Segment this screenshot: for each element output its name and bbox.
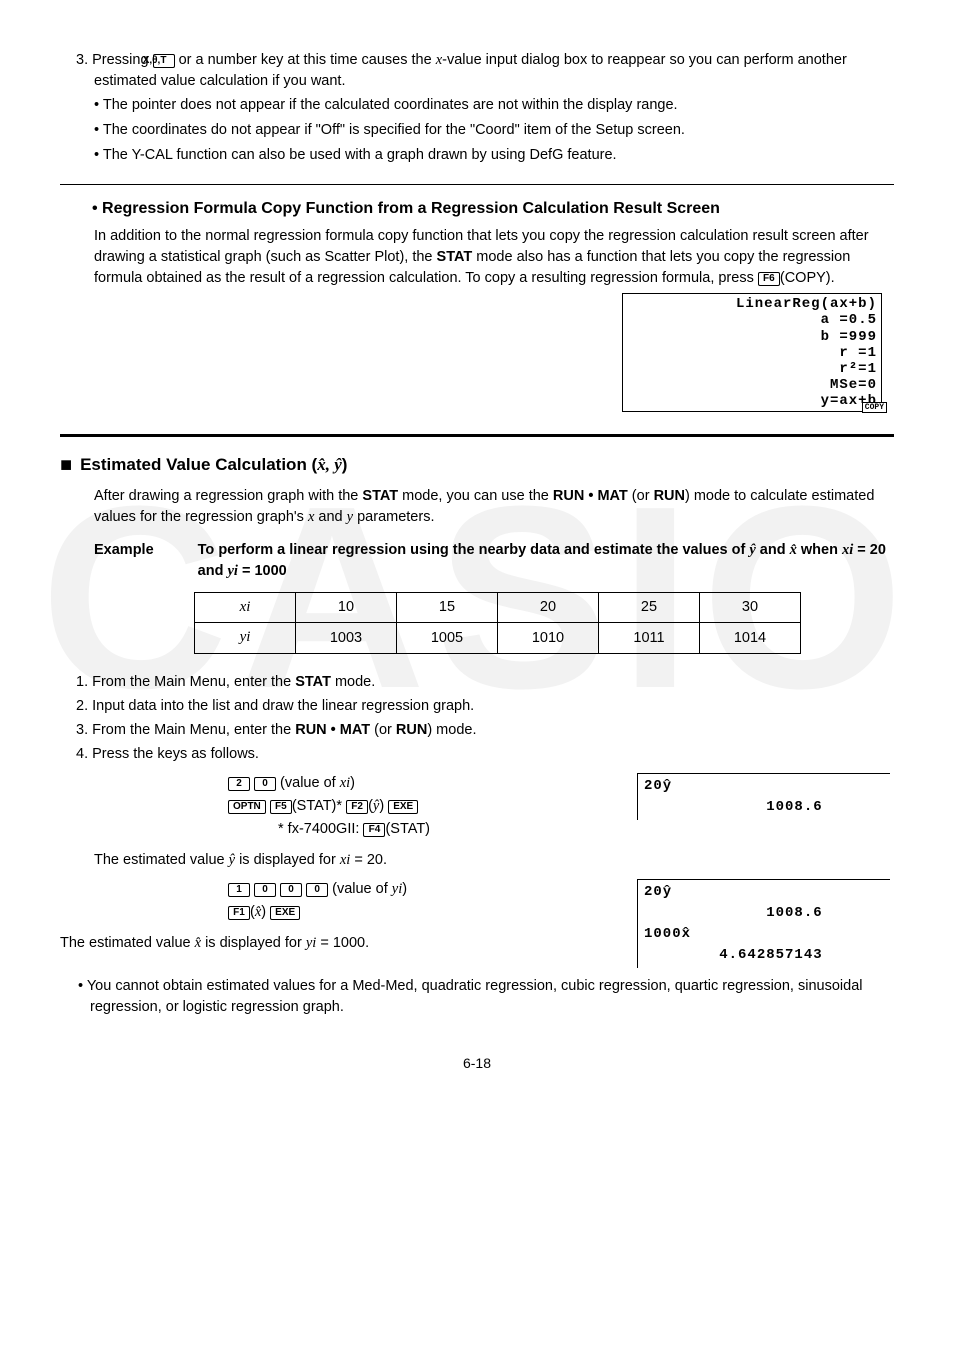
result-screen-2: 20ŷ 1008.6 1000x̂ 4.642857143	[637, 879, 890, 968]
keyseq-5: F1(x̂) EXE	[228, 902, 610, 923]
final-note: • You cannot obtain estimated values for…	[60, 976, 894, 1018]
step-4: 4. Press the keys as follows.	[60, 744, 894, 765]
data-table: xi 10 15 20 25 30 yi 1003 1005 1010 1011…	[194, 592, 801, 655]
table-row: xi 10 15 20 25 30	[195, 592, 801, 623]
example-label: Example	[94, 540, 154, 582]
keyseq-4: 1 0 0 0 (value of yi)	[228, 879, 610, 900]
estimated-2: The estimated value x̂ is displayed for …	[60, 933, 610, 954]
step-2: 2. Input data into the list and draw the…	[60, 696, 894, 717]
estimated-1: The estimated value ŷ is displayed for x…	[60, 850, 894, 871]
page-footer: 6-18	[60, 1053, 894, 1073]
keyseq-3: * fx-7400GII: F4(STAT)	[278, 819, 610, 840]
step-3: 3. From the Main Menu, enter the RUN • M…	[60, 720, 894, 741]
section-body: In addition to the normal regression for…	[60, 226, 894, 289]
divider-heavy	[60, 434, 894, 437]
step3-text: 3. Pressing X,θ,T or a number key at thi…	[60, 50, 894, 92]
divider	[60, 184, 894, 185]
step-1: 1. From the Main Menu, enter the STAT mo…	[60, 672, 894, 693]
bullet-1: • The pointer does not appear if the cal…	[60, 95, 894, 116]
h2-body: After drawing a regression graph with th…	[60, 486, 894, 528]
h2-title: Estimated Value Calculation (x̂, ŷ)	[80, 453, 347, 478]
example-row: Example To perform a linear regression u…	[60, 540, 894, 582]
bullet-2: • The coordinates do not appear if "Off"…	[60, 120, 894, 141]
screen-tag-copy: COPY	[862, 402, 887, 413]
example-text: To perform a linear regression using the…	[198, 540, 894, 582]
table-row: yi 1003 1005 1010 1011 1014	[195, 623, 801, 654]
bullet-3: • The Y-CAL function can also be used wi…	[60, 145, 894, 166]
result-screen-1: 20ŷ 1008.6	[637, 773, 890, 820]
section-title: • Regression Formula Copy Function from …	[76, 197, 894, 220]
keyseq-1: 2 0 (value of xi)	[228, 773, 610, 794]
key-xthetaT: X,θ,T	[153, 54, 175, 68]
calc-screen-1: LinearReg(ax+b) a =0.5 b =999 r =1 r²=1 …	[622, 293, 882, 412]
square-icon: ■	[60, 455, 72, 475]
key-f6: F6	[758, 272, 780, 286]
keyseq-2: OPTN F5(STAT)* F2(ŷ) EXE	[228, 796, 610, 817]
